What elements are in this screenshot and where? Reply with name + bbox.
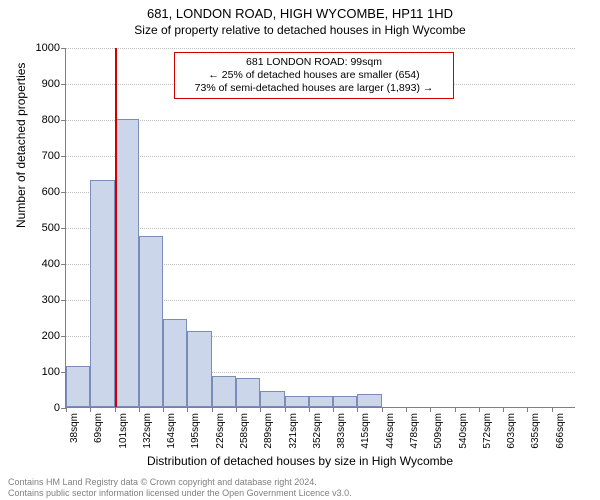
x-tick-mark [382,407,383,412]
x-tick-mark [285,407,286,412]
x-tick-label: 69sqm [93,413,104,443]
x-tick-label: 446sqm [385,413,396,449]
x-tick-mark [503,407,504,412]
x-tick-mark [139,407,140,412]
histogram-bar [187,331,211,407]
y-tick-label: 400 [42,258,60,270]
y-tick-mark [61,48,66,49]
annotation-line-1: 681 LONDON ROAD: 99sqm [181,56,447,69]
y-tick-mark [61,84,66,85]
x-tick-label: 289sqm [263,413,274,449]
x-tick-label: 101sqm [118,413,129,449]
x-tick-mark [552,407,553,412]
y-tick-label: 600 [42,186,60,198]
y-tick-label: 900 [42,78,60,90]
histogram-bar [115,119,139,407]
plot-area: 0100200300400500600700800900100038sqm69s… [65,48,575,408]
x-tick-label: 635sqm [530,413,541,449]
x-tick-mark [333,407,334,412]
x-tick-mark [212,407,213,412]
x-tick-mark [236,407,237,412]
y-tick-mark [61,228,66,229]
x-tick-mark [187,407,188,412]
x-tick-label: 415sqm [360,413,371,449]
x-tick-label: 383sqm [336,413,347,449]
x-tick-label: 226sqm [215,413,226,449]
grid-line [66,48,575,49]
x-tick-label: 509sqm [433,413,444,449]
property-size-chart: 681, LONDON ROAD, HIGH WYCOMBE, HP11 1HD… [0,0,600,500]
x-tick-mark [90,407,91,412]
x-tick-label: 572sqm [482,413,493,449]
y-tick-label: 200 [42,330,60,342]
y-tick-label: 0 [54,402,60,414]
annotation-box: 681 LONDON ROAD: 99sqm← 25% of detached … [174,52,454,99]
y-tick-label: 300 [42,294,60,306]
grid-line [66,228,575,229]
x-tick-label: 132sqm [142,413,153,449]
x-tick-mark [430,407,431,412]
x-tick-label: 603sqm [506,413,517,449]
x-tick-mark [357,407,358,412]
histogram-bar [309,396,333,407]
y-tick-mark [61,264,66,265]
y-tick-mark [61,192,66,193]
grid-line [66,156,575,157]
x-tick-mark [260,407,261,412]
x-tick-mark [66,407,67,412]
histogram-bar [285,396,309,407]
x-tick-mark [479,407,480,412]
y-tick-label: 100 [42,366,60,378]
histogram-bar [139,236,163,407]
histogram-bar [333,396,357,407]
footer-line-2: Contains public sector information licen… [8,488,352,498]
x-tick-label: 38sqm [69,413,80,443]
histogram-bar [260,391,284,407]
x-tick-mark [163,407,164,412]
x-tick-mark [406,407,407,412]
y-tick-mark [61,300,66,301]
histogram-bar [236,378,260,407]
annotation-line-2: ← 25% of detached houses are smaller (65… [181,69,447,82]
x-tick-label: 478sqm [409,413,420,449]
chart-subtitle: Size of property relative to detached ho… [0,21,600,37]
x-tick-mark [455,407,456,412]
grid-line [66,120,575,121]
x-tick-label: 321sqm [288,413,299,449]
histogram-bar [90,180,114,407]
chart-title: 681, LONDON ROAD, HIGH WYCOMBE, HP11 1HD [0,0,600,21]
y-tick-label: 500 [42,222,60,234]
x-tick-label: 666sqm [555,413,566,449]
x-tick-label: 352sqm [312,413,323,449]
histogram-bar [163,319,187,407]
x-tick-label: 258sqm [239,413,250,449]
x-tick-label: 164sqm [166,413,177,449]
grid-line [66,192,575,193]
y-tick-mark [61,120,66,121]
x-axis-label: Distribution of detached houses by size … [0,454,600,468]
footer-line-1: Contains HM Land Registry data © Crown c… [8,477,352,487]
histogram-bar [66,366,90,407]
y-tick-mark [61,156,66,157]
y-axis-label: Number of detached properties [14,63,28,228]
y-tick-mark [61,336,66,337]
y-tick-label: 1000 [36,42,60,54]
y-tick-label: 800 [42,114,60,126]
reference-line [115,48,117,407]
annotation-line-3: 73% of semi-detached houses are larger (… [181,82,447,95]
x-tick-label: 540sqm [458,413,469,449]
x-tick-mark [527,407,528,412]
x-tick-label: 195sqm [190,413,201,449]
histogram-bar [212,376,236,407]
histogram-bar [357,394,381,407]
x-tick-mark [115,407,116,412]
x-tick-mark [309,407,310,412]
footer-attribution: Contains HM Land Registry data © Crown c… [8,477,352,498]
y-tick-label: 700 [42,150,60,162]
